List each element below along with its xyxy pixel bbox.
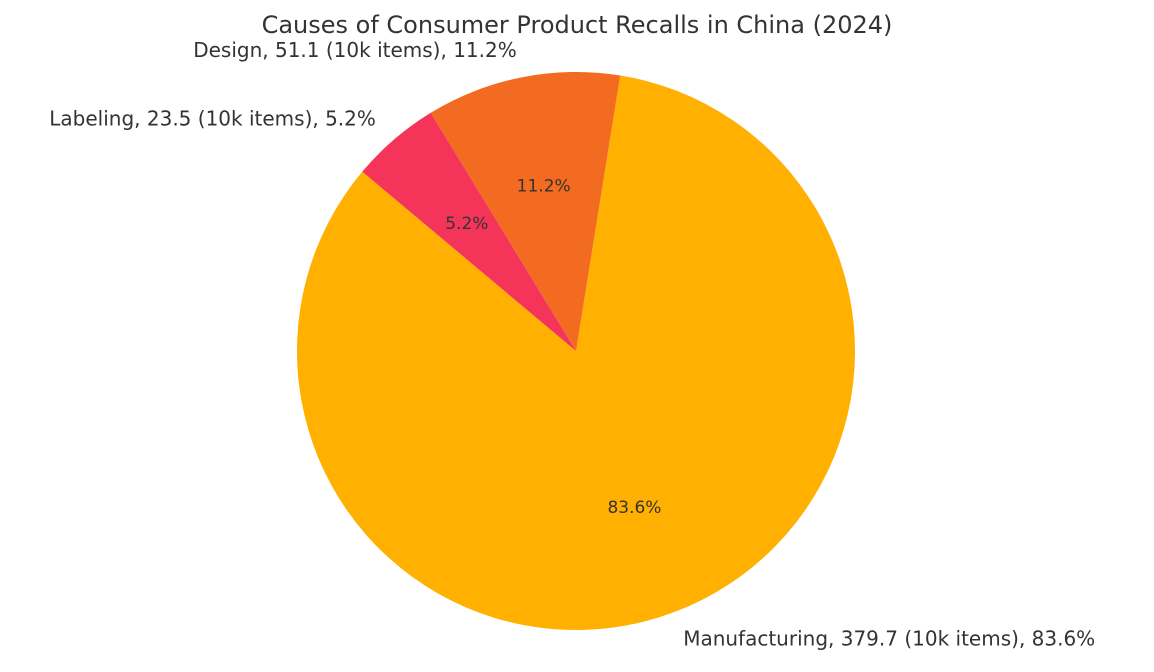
percent-label-manufacturing: 83.6% bbox=[607, 498, 661, 518]
outer-label-manufacturing: Manufacturing, 379.7 (10k items), 83.6% bbox=[683, 627, 1095, 651]
percent-label-design: 11.2% bbox=[517, 177, 571, 197]
outer-label-design: Design, 51.1 (10k items), 11.2% bbox=[193, 38, 517, 62]
pie-slice-labeling bbox=[362, 112, 576, 351]
outer-label-labeling: Labeling, 23.5 (10k items), 5.2% bbox=[49, 106, 376, 130]
outer-labels: Manufacturing, 379.7 (10k items), 83.6% D… bbox=[49, 38, 1095, 651]
percent-label-labeling: 5.2% bbox=[445, 214, 488, 234]
pie-slices bbox=[296, 72, 856, 631]
percent-labels: 83.6% 11.2% 5.2% bbox=[445, 177, 661, 518]
pie-slice-manufacturing bbox=[296, 75, 856, 631]
chart-title: Causes of Consumer Product Recalls in Ch… bbox=[262, 11, 893, 39]
pie-slice-design bbox=[430, 72, 621, 351]
